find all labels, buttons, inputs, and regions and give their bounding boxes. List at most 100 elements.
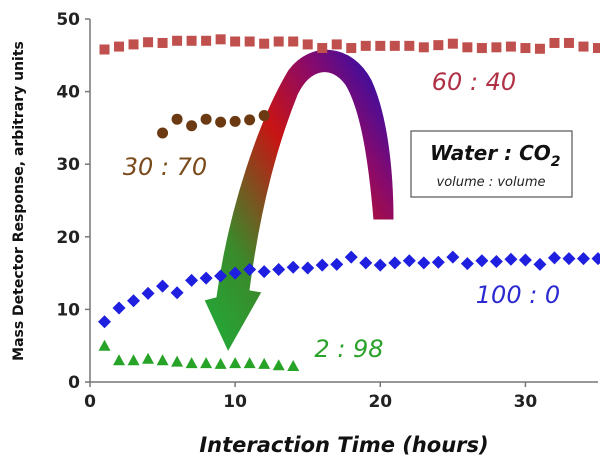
point-60-40 [346, 43, 357, 54]
point-30-70 [229, 115, 241, 127]
legend-title-main: Water : CO [430, 141, 551, 165]
series-30-70 [157, 110, 270, 139]
trend-arrow [203, 48, 395, 354]
point-100-0 [446, 250, 460, 264]
point-2-98 [113, 354, 126, 366]
point-2-98 [156, 354, 169, 366]
point-100-0 [562, 252, 576, 266]
series-100-0 [98, 250, 600, 329]
point-60-40 [360, 40, 371, 51]
point-100-0 [359, 256, 373, 270]
legend-title: Water : CO2 [430, 141, 561, 170]
axes: 0 10 20 30 40 50 0 10 20 30 [56, 10, 598, 412]
y-tick-label: 50 [56, 10, 80, 30]
point-60-40 [186, 35, 197, 46]
point-100-0 [301, 261, 315, 275]
point-100-0 [504, 252, 518, 266]
point-2-98 [142, 352, 155, 364]
point-100-0 [257, 265, 271, 279]
point-100-0 [127, 294, 141, 308]
point-60-40 [593, 43, 600, 54]
legend-subtitle: volume : volume [437, 175, 546, 190]
legend: Water : CO2 volume : volume [410, 130, 573, 198]
point-60-40 [288, 36, 299, 47]
point-60-40 [578, 41, 589, 52]
point-100-0 [286, 260, 300, 274]
point-60-40 [114, 41, 125, 52]
legend-title-subscript: 2 [551, 154, 561, 170]
point-60-40 [259, 38, 270, 49]
point-30-70 [244, 114, 256, 126]
point-60-40 [447, 38, 458, 49]
point-30-70 [200, 113, 212, 125]
point-100-0 [475, 254, 489, 268]
point-60-40 [201, 35, 212, 46]
point-60-40 [317, 43, 328, 54]
point-60-40 [302, 39, 313, 50]
series-label-100-0: 100 : 0 [476, 281, 560, 309]
point-100-0 [243, 262, 257, 276]
point-60-40 [418, 42, 429, 53]
series-layer [98, 34, 600, 372]
point-100-0 [547, 251, 561, 265]
y-tick-label: 0 [68, 373, 80, 393]
point-100-0 [489, 254, 503, 268]
point-30-70 [171, 113, 183, 125]
point-60-40 [157, 37, 168, 48]
x-tick-label: 20 [368, 392, 392, 412]
y-tick-label: 10 [56, 300, 80, 320]
point-100-0 [330, 257, 344, 271]
series-label-30-70: 30 : 70 [123, 153, 207, 181]
series-2-98 [98, 339, 300, 372]
point-100-0 [591, 252, 600, 266]
series-label-60-40: 60 : 40 [432, 68, 516, 96]
point-60-40 [520, 43, 531, 54]
point-100-0 [388, 256, 402, 270]
point-60-40 [476, 43, 487, 54]
point-100-0 [170, 286, 184, 300]
point-100-0 [185, 273, 199, 287]
point-2-98 [200, 357, 213, 369]
point-100-0 [533, 257, 547, 271]
point-100-0 [576, 252, 590, 266]
point-60-40 [172, 35, 183, 46]
point-60-40 [244, 36, 255, 47]
point-100-0 [214, 269, 228, 283]
point-30-70 [186, 120, 198, 132]
point-60-40 [549, 37, 560, 48]
point-100-0 [373, 258, 387, 272]
y-axis-label: Mass Detector Response, arbitrary units [11, 41, 27, 361]
y-tick-label: 20 [56, 228, 80, 248]
point-30-70 [157, 127, 169, 139]
point-2-98 [127, 354, 140, 366]
point-60-40 [215, 34, 226, 45]
point-2-98 [214, 357, 227, 369]
point-30-70 [215, 116, 227, 128]
x-tick-label: 0 [84, 392, 96, 412]
point-60-40 [433, 40, 444, 51]
point-60-40 [505, 41, 516, 52]
point-2-98 [171, 355, 184, 367]
point-100-0 [272, 262, 286, 276]
point-2-98 [258, 357, 271, 369]
legend-box [410, 130, 573, 198]
point-60-40 [563, 37, 574, 48]
point-2-98 [243, 357, 256, 369]
point-60-40 [491, 42, 502, 53]
point-100-0 [112, 301, 126, 315]
point-100-0 [228, 266, 242, 280]
point-2-98 [287, 360, 300, 372]
point-100-0 [344, 250, 358, 264]
series-60-40 [99, 34, 600, 55]
point-100-0 [141, 286, 155, 300]
point-2-98 [229, 357, 242, 369]
point-100-0 [402, 254, 416, 268]
point-60-40 [534, 43, 545, 54]
point-60-40 [375, 40, 386, 51]
point-100-0 [199, 271, 213, 285]
point-100-0 [431, 255, 445, 269]
point-2-98 [98, 339, 111, 351]
point-60-40 [143, 37, 154, 48]
y-tick-label: 30 [56, 155, 80, 175]
